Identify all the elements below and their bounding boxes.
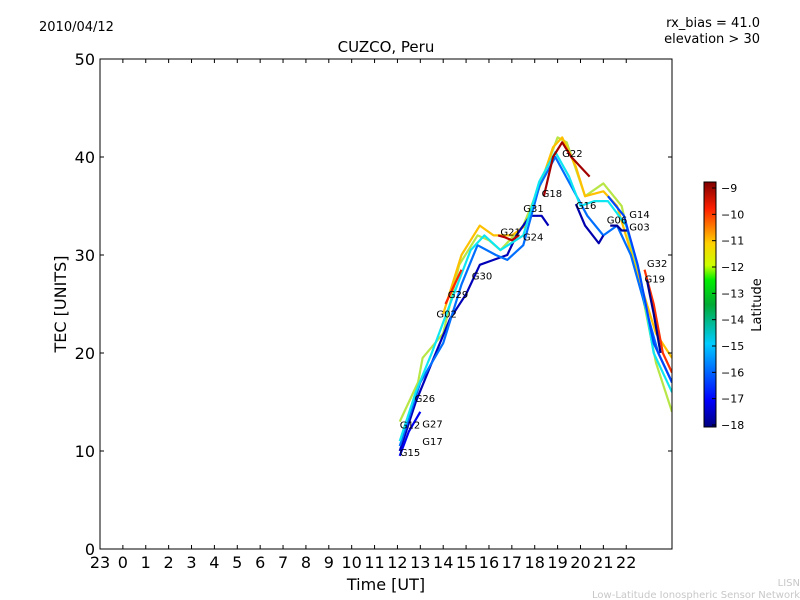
- series-line-0: [398, 136, 672, 423]
- x-axis-label: Time [UT]: [346, 575, 425, 594]
- x-tick-label: 14: [433, 553, 453, 572]
- series-line-12: [645, 279, 662, 354]
- series-line-7: [444, 269, 463, 305]
- series-line-4: [398, 151, 672, 442]
- series-group: [398, 136, 672, 457]
- satellite-label: G02: [436, 310, 456, 321]
- colorbar-tick-label: −15: [721, 340, 744, 353]
- x-tick-label: 2: [164, 553, 174, 572]
- x-tick-label: 1: [141, 553, 151, 572]
- satellite-label: G14: [629, 210, 649, 221]
- colorbar-label: Latitude: [750, 278, 765, 332]
- y-axis-label: TEC [UNITS]: [51, 256, 70, 354]
- x-tick-label: 7: [278, 553, 288, 572]
- satellite-label: G26: [415, 394, 435, 405]
- satellite-label: G22: [562, 149, 582, 160]
- colorbar-tick-label: −14: [721, 314, 744, 327]
- colorbar-tick-label: −13: [721, 287, 744, 300]
- satellite-label: G21: [500, 227, 520, 238]
- x-tick-label: 12: [387, 553, 407, 572]
- colorbar: [703, 181, 717, 428]
- satellite-label: G17: [422, 437, 442, 448]
- x-tick-label: 22: [616, 553, 636, 572]
- satellite-label: G19: [645, 274, 665, 285]
- x-tick-label: 9: [324, 553, 334, 572]
- x-tick-label: 0: [118, 553, 128, 572]
- colorbar-tick-label: −10: [721, 208, 744, 221]
- x-tick-label: 11: [364, 553, 384, 572]
- x-tick-label: 18: [525, 553, 545, 572]
- y-ticks: 0 10 20 30 40 50: [75, 50, 672, 559]
- satellite-label: G32: [647, 259, 667, 270]
- satellite-label: G06: [607, 216, 627, 227]
- y-tick-label: 20: [75, 344, 95, 363]
- satellite-label: G24: [523, 232, 543, 243]
- series-line-5: [542, 141, 591, 197]
- x-tick-label: 6: [255, 553, 265, 572]
- plot-frame: [99, 58, 673, 550]
- series-line-9: [574, 203, 605, 245]
- y-tick-label: 50: [75, 50, 95, 69]
- colorbar-tick-label: −9: [721, 182, 737, 195]
- satellite-label: G27: [422, 419, 442, 430]
- date-label: 2010/04/12: [39, 20, 114, 35]
- satellite-label: G16: [576, 201, 596, 212]
- y-tick-label: 40: [75, 148, 95, 167]
- series-line-1: [442, 136, 672, 359]
- x-tick-label: 15: [456, 553, 476, 572]
- satellite-label: G30: [472, 272, 492, 283]
- rx-bias-label: rx_bias = 41.0: [666, 16, 760, 31]
- series-line-6: [497, 234, 520, 242]
- chart-title: CUZCO, Peru: [338, 38, 435, 56]
- footer-lisn: LISN: [778, 578, 800, 589]
- x-tick-label: 8: [301, 553, 311, 572]
- elevation-label: elevation > 30: [664, 32, 760, 47]
- colorbar-tick-label: −18: [721, 419, 744, 432]
- colorbar-tick-label: −17: [721, 393, 744, 406]
- series-line-3: [398, 155, 672, 447]
- x-tick-label: 10: [342, 553, 362, 572]
- satellite-label: G12: [400, 420, 420, 431]
- footer-network: Low-Latitude Ionospheric Sensor Network: [592, 590, 800, 600]
- satellite-label: G15: [400, 448, 420, 459]
- y-tick-label: 0: [85, 540, 95, 559]
- satellite-label: G18: [542, 189, 562, 200]
- y-tick-label: 30: [75, 246, 95, 265]
- x-tick-label: 3: [186, 553, 196, 572]
- x-tick-label: 19: [547, 553, 567, 572]
- satellite-label: G31: [523, 204, 543, 215]
- x-tick-label: 17: [502, 553, 522, 572]
- x-tick-label: 20: [570, 553, 590, 572]
- colorbar-tick-label: −12: [721, 261, 744, 274]
- colorbar-tick-label: −11: [721, 235, 744, 248]
- satellite-label: G03: [629, 223, 649, 234]
- series-line-8: [610, 224, 629, 232]
- series-line-10: [607, 195, 672, 383]
- satellite-label: G29: [448, 290, 468, 301]
- x-tick-label: 4: [209, 553, 219, 572]
- x-tick-label: 16: [479, 553, 499, 572]
- x-tick-label: 23: [90, 553, 110, 572]
- y-tick-label: 10: [75, 442, 95, 461]
- x-ticks: 23 0 1 2 3 4 5 6 7 8 9 10 11 12 13 14 15 16 17 18 19 20 21 22: [90, 59, 636, 572]
- colorbar-ticks: −9 −10 −11 −12 −13 −14 −15 −16 −17 −18: [712, 182, 744, 432]
- x-tick-label: 21: [593, 553, 613, 572]
- colorbar-tick-label: −16: [721, 366, 744, 379]
- x-tick-label: 5: [232, 553, 242, 572]
- x-tick-label: 13: [410, 553, 430, 572]
- series-line-13: [398, 411, 422, 457]
